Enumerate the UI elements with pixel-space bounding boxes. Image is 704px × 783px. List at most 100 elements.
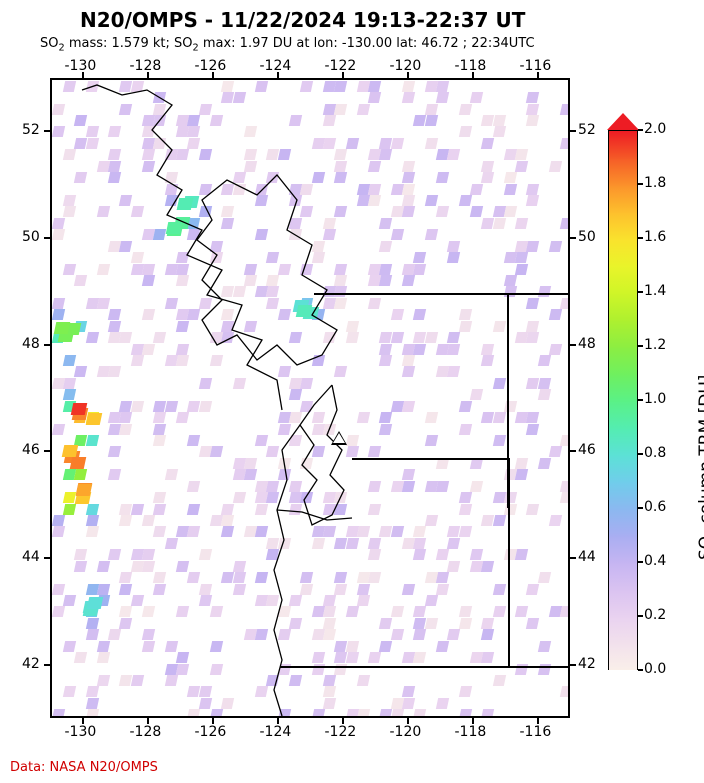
colorbar-segment <box>609 131 637 159</box>
colorbar-segment <box>609 239 637 267</box>
colorbar-segment <box>609 455 637 483</box>
colorbar-tick-mark <box>638 507 643 509</box>
x-tick-label: -126 <box>195 724 227 740</box>
x-tick-label: -120 <box>390 724 422 740</box>
colorbar-tick-mark <box>638 453 643 455</box>
colorbar-tick-mark <box>638 237 643 239</box>
colorbar-tick-mark <box>638 615 643 617</box>
x-tick-mark <box>212 718 214 724</box>
y-tick-label: 50 <box>578 229 596 245</box>
x-tick-label: -118 <box>455 724 487 740</box>
colorbar-segment <box>609 482 637 510</box>
y-tick-label: 46 <box>578 442 596 458</box>
colorbar-segment <box>609 563 637 591</box>
border-or-id <box>508 458 510 666</box>
x-tick-label: -120 <box>390 58 422 74</box>
colorbar-segment <box>609 617 637 645</box>
colorbar-tick-mark <box>638 345 643 347</box>
colorbar-segment <box>609 374 637 402</box>
colorbar-segment <box>609 158 637 186</box>
y-tick-mark <box>570 237 576 239</box>
y-tick-label: 46 <box>22 442 40 458</box>
colorbar-title: SO₂ column TRM [DU] <box>696 375 704 560</box>
coastlines <box>52 80 570 718</box>
x-tick-label: -130 <box>65 58 97 74</box>
colorbar-segment <box>609 428 637 456</box>
figure: N20/OMPS - 11/22/2024 19:13-22:37 UT SO2… <box>0 0 704 783</box>
data-credit: Data: NASA N20/OMPS <box>10 760 158 775</box>
x-tick-mark <box>342 718 344 724</box>
colorbar-tick-mark <box>638 291 643 293</box>
colorbar-tick-label: 1.0 <box>644 391 666 407</box>
x-tick-label: -122 <box>325 724 357 740</box>
colorbar <box>608 110 638 690</box>
colorbar-body <box>608 130 638 670</box>
colorbar-segment <box>609 347 637 375</box>
colorbar-under-triangle <box>607 670 639 687</box>
y-tick-mark <box>570 130 576 132</box>
colorbar-segment <box>609 509 637 537</box>
figure-subtitle: SO2 mass: 1.579 kt; SO2 max: 1.97 DU at … <box>40 36 535 54</box>
colorbar-tick-label: 1.2 <box>644 337 666 353</box>
colorbar-tick-mark <box>638 183 643 185</box>
y-tick-label: 44 <box>22 549 40 565</box>
colorbar-segment <box>609 293 637 321</box>
x-tick-label: -116 <box>520 724 552 740</box>
colorbar-tick-label: 1.8 <box>644 175 666 191</box>
y-tick-mark <box>570 450 576 452</box>
x-tick-mark <box>407 718 409 724</box>
y-tick-label: 44 <box>578 549 596 565</box>
x-tick-mark <box>82 718 84 724</box>
y-tick-label: 52 <box>22 122 40 138</box>
colorbar-segment <box>609 212 637 240</box>
x-tick-label: -116 <box>520 58 552 74</box>
y-tick-label: 48 <box>578 336 596 352</box>
border-42n <box>280 666 570 668</box>
colorbar-segment <box>609 185 637 213</box>
x-tick-label: -122 <box>325 58 357 74</box>
x-tick-label: -130 <box>65 724 97 740</box>
colorbar-segment <box>609 401 637 429</box>
border-id-mt <box>568 350 570 458</box>
y-tick-mark <box>570 344 576 346</box>
colorbar-tick-mark <box>638 399 643 401</box>
y-tick-label: 48 <box>22 336 40 352</box>
x-tick-label: -124 <box>260 724 292 740</box>
x-tick-label: -124 <box>260 58 292 74</box>
colorbar-tick-mark <box>638 129 643 131</box>
colorbar-tick-label: 1.6 <box>644 229 666 245</box>
colorbar-segment <box>609 536 637 564</box>
x-tick-label: -126 <box>195 58 227 74</box>
x-tick-label: -128 <box>130 58 162 74</box>
y-tick-label: 52 <box>578 122 596 138</box>
x-tick-mark <box>472 718 474 724</box>
border-wa-or <box>352 458 508 460</box>
y-tick-label: 50 <box>22 229 40 245</box>
y-tick-mark <box>570 557 576 559</box>
colorbar-segment <box>609 320 637 348</box>
colorbar-tick-label: 1.4 <box>644 283 666 299</box>
x-tick-mark <box>537 718 539 724</box>
colorbar-tick-mark <box>638 561 643 563</box>
colorbar-tick-label: 2.0 <box>644 121 666 137</box>
y-tick-mark <box>570 664 576 666</box>
x-tick-label: -118 <box>455 58 487 74</box>
colorbar-segment <box>609 266 637 294</box>
border-49n <box>314 293 570 295</box>
colorbar-over-triangle <box>607 113 639 130</box>
colorbar-segment <box>609 590 637 618</box>
colorbar-segment <box>609 644 637 672</box>
y-tick-label: 42 <box>578 656 596 672</box>
colorbar-tick-label: 0.2 <box>644 607 666 623</box>
map-frame <box>50 78 570 718</box>
x-tick-label: -128 <box>130 724 162 740</box>
colorbar-tick-mark <box>638 669 643 671</box>
triangle-marker <box>331 431 347 445</box>
colorbar-tick-label: 0.6 <box>644 499 666 515</box>
figure-title: N20/OMPS - 11/22/2024 19:13-22:37 UT <box>80 8 525 32</box>
x-tick-mark <box>277 718 279 724</box>
colorbar-tick-label: 0.0 <box>644 661 666 677</box>
colorbar-tick-label: 0.8 <box>644 445 666 461</box>
x-tick-mark <box>147 718 149 724</box>
y-tick-label: 42 <box>22 656 40 672</box>
